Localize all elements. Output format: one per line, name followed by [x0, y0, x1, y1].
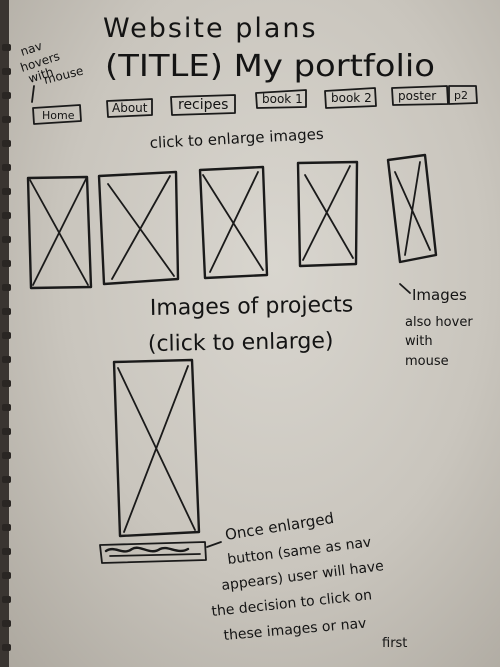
nav-item-label: Home	[42, 109, 75, 122]
nav-item-label: p2	[454, 89, 468, 102]
title-line-1: Website plans	[103, 13, 318, 44]
nav-item-book-2[interactable]: book 2	[324, 87, 377, 109]
nav-item-home[interactable]: Home	[32, 104, 82, 125]
hover-note-line-3: with	[405, 334, 433, 349]
image-hover-note: Images also hover with mouse	[399, 283, 473, 369]
spiral-binding	[0, 0, 11, 667]
hover-note-line-4: mouse	[405, 354, 449, 369]
nav-item-about[interactable]: About	[106, 98, 153, 118]
click-to-enlarge-note: click to enlarge images	[149, 125, 324, 152]
nav-item-label: About	[112, 101, 148, 115]
nav-item-label: book 2	[331, 91, 372, 105]
nav-bar: Home About recipes book 1 book 2 poster …	[32, 85, 478, 125]
enlarged-nav-strip[interactable]	[99, 541, 207, 564]
projects-subheading: (click to enlarge)	[148, 329, 334, 357]
enlarged-note-line-5: these images or nav	[223, 616, 367, 644]
nav-item-label: recipes	[178, 97, 228, 113]
enlarged-note-line-6: first	[382, 636, 407, 651]
hover-note-line-1: Images	[412, 286, 467, 304]
enlarged-note-line-1: Once enlarged	[224, 509, 335, 544]
enlarged-image-placeholder[interactable]	[112, 358, 201, 538]
image-hover-arrow	[399, 283, 411, 294]
hover-note-line-2: also hover	[405, 315, 473, 330]
nav-item-label: book 1	[262, 92, 303, 106]
nav-item-poster[interactable]: poster	[391, 85, 449, 106]
thumbnail-row	[26, 153, 438, 290]
nav-hover-note: nav hovers with mouse	[19, 39, 85, 103]
nav-note-line-1: nav	[19, 39, 44, 59]
nav-item-recipes[interactable]: recipes	[170, 94, 236, 116]
thumbnail-placeholder[interactable]	[97, 170, 180, 286]
nav-note-arrow	[31, 85, 35, 103]
thumbnail-placeholder[interactable]	[198, 165, 269, 280]
enlarged-note-arrow	[206, 541, 222, 548]
thumbnail-placeholder[interactable]	[26, 175, 93, 290]
projects-heading: Images of projects	[150, 292, 354, 321]
nav-item-book-1[interactable]: book 1	[255, 89, 307, 109]
thumbnail-placeholder[interactable]	[296, 160, 359, 268]
thumbnail-placeholder[interactable]	[386, 153, 438, 264]
title-line-2: (TITLE) My portfolio	[105, 49, 435, 84]
enlarged-note: Once enlarged button (same as nav appear…	[206, 509, 407, 651]
nav-item-label: poster	[398, 89, 436, 103]
nav-item-p2[interactable]: p2	[448, 85, 478, 105]
